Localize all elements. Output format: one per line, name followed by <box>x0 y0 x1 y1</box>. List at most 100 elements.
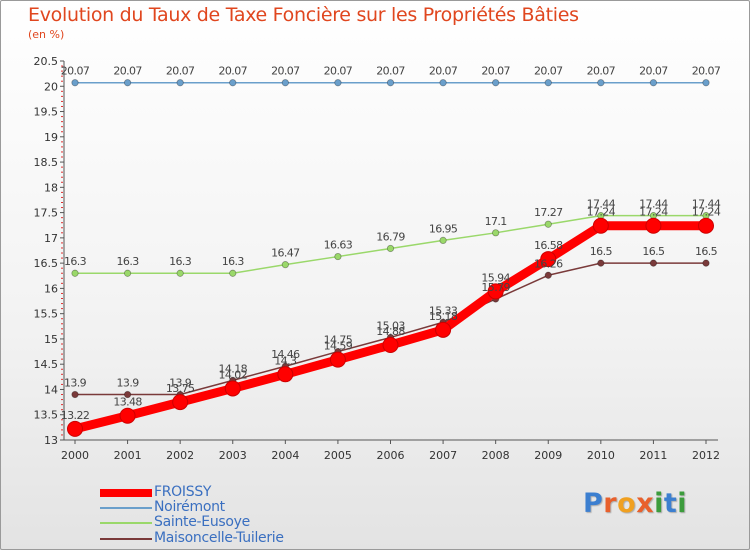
data-point <box>176 79 184 87</box>
data-label: 20.07 <box>376 65 405 78</box>
data-label: 20.07 <box>324 65 353 78</box>
logo-letter: i <box>677 488 688 519</box>
data-label: 13.48 <box>113 396 142 409</box>
data-point <box>71 79 79 87</box>
y-tick-label: 19.5 <box>34 106 59 119</box>
data-label: 16.5 <box>695 245 718 258</box>
data-label: 15.94 <box>481 271 510 284</box>
y-tick-label: 16 <box>44 282 58 295</box>
data-label: 15.03 <box>376 319 405 332</box>
data-label: 16.95 <box>429 222 458 235</box>
data-point <box>281 261 289 269</box>
y-tick-label: 19 <box>44 131 58 144</box>
data-point <box>229 79 237 87</box>
data-label: 16.47 <box>271 247 300 260</box>
x-tick-label: 2007 <box>429 449 457 462</box>
legend-label: Noirémont <box>154 499 225 515</box>
data-point <box>123 79 132 87</box>
data-label: 16.3 <box>222 255 245 268</box>
legend-swatch <box>100 538 152 540</box>
data-point <box>386 244 395 253</box>
x-tick-label: 2003 <box>219 449 247 462</box>
data-point <box>334 252 342 261</box>
data-label: 14.18 <box>219 362 248 375</box>
data-point <box>71 269 79 277</box>
data-label: 13.75 <box>166 382 195 395</box>
data-point <box>172 394 189 411</box>
data-point <box>592 217 609 234</box>
y-tick-label: 20 <box>44 80 58 93</box>
logo-letter: i <box>654 488 664 519</box>
y-tick-label: 14 <box>44 383 58 396</box>
data-label: 20.07 <box>481 65 510 78</box>
data-label: 17.1 <box>485 215 507 228</box>
data-label: 20.07 <box>587 65 616 78</box>
data-point <box>544 220 552 228</box>
data-label: 16.58 <box>534 239 563 252</box>
data-label: 15.18 <box>429 310 458 323</box>
data-label: 13.9 <box>64 377 87 390</box>
data-point <box>71 390 79 399</box>
legend-swatch <box>100 522 152 524</box>
data-point <box>487 283 504 300</box>
x-tick-label: 2002 <box>166 449 194 462</box>
data-point <box>386 79 395 87</box>
data-label: 13.9 <box>169 377 192 390</box>
x-tick-label: 2009 <box>534 449 562 462</box>
proxiti-logo: Proxiti <box>583 488 687 519</box>
data-point <box>224 380 241 397</box>
data-point <box>435 321 452 338</box>
data-point <box>277 366 294 383</box>
data-label: 20.07 <box>61 65 90 78</box>
data-label: 16.5 <box>590 245 613 258</box>
data-label: 15.33 <box>429 304 458 317</box>
data-label: 13.22 <box>61 409 90 422</box>
legend-label: Sainte-Eusoye <box>154 514 250 530</box>
data-label: 13.9 <box>117 377 140 390</box>
chart-title: Evolution du Taux de Taxe Foncière sur l… <box>28 4 579 26</box>
data-label: 16.3 <box>64 255 87 268</box>
y-tick-label: 16.5 <box>34 257 59 270</box>
data-label: 20.07 <box>429 65 458 78</box>
x-tick-label: 2006 <box>377 449 405 462</box>
data-point <box>702 79 710 87</box>
unit-label: (en %) <box>28 28 65 41</box>
logo-letter: r <box>603 488 618 519</box>
data-label: 14.75 <box>324 334 353 347</box>
data-point <box>123 269 132 277</box>
data-label: 20.07 <box>534 65 563 78</box>
data-label: 16.3 <box>169 255 192 268</box>
logo-letter: o <box>617 488 637 519</box>
data-point <box>698 217 714 234</box>
y-tick-label: 15.5 <box>34 308 59 321</box>
logo-letter: t <box>663 488 678 519</box>
legend-swatch <box>100 507 152 509</box>
y-tick-label: 18 <box>44 181 58 194</box>
data-point <box>329 351 346 368</box>
data-point <box>492 229 500 237</box>
data-point <box>540 251 557 268</box>
x-tick-label: 2005 <box>324 449 352 462</box>
data-label: 14.88 <box>376 325 405 338</box>
data-point <box>439 236 447 244</box>
y-tick-label: 13.5 <box>34 409 59 422</box>
data-point <box>281 79 289 87</box>
data-point <box>645 217 662 234</box>
data-point <box>119 407 136 424</box>
data-point <box>334 79 342 87</box>
data-label: 17.24 <box>692 206 721 219</box>
y-tick-label: 14.5 <box>34 358 59 371</box>
data-label: 17.44 <box>692 198 721 211</box>
data-label: 20.07 <box>113 65 142 78</box>
y-tick-label: 18.5 <box>34 156 59 169</box>
data-label: 14.46 <box>271 348 300 361</box>
y-tick-label: 13 <box>44 434 58 447</box>
legend-label: FROISSY <box>154 484 212 500</box>
legend-label: Maisoncelle-Tuilerie <box>154 530 284 546</box>
legend-swatch <box>100 489 152 497</box>
data-point <box>544 271 552 279</box>
data-label: 20.07 <box>271 65 300 78</box>
data-point <box>702 259 710 267</box>
data-label: 20.07 <box>166 65 195 78</box>
